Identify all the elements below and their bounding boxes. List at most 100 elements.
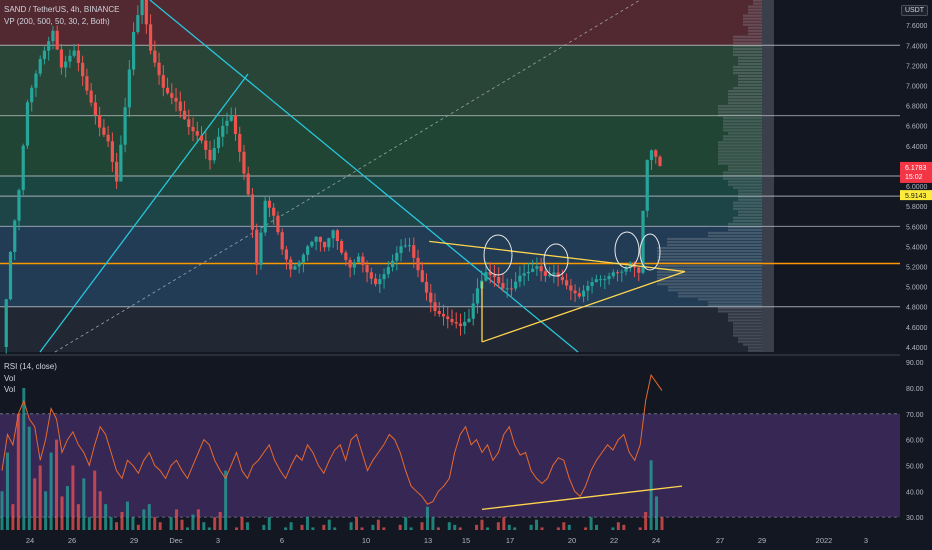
candle-body: [407, 245, 412, 247]
candle-body: [127, 69, 131, 108]
volume-bar: [60, 496, 64, 530]
last-price-value: 6.1783: [905, 165, 927, 172]
volume-bar: [376, 519, 380, 530]
candle-body: [42, 50, 47, 60]
volume-bar: [355, 517, 359, 530]
volume-bar: [235, 527, 239, 530]
candle-body: [509, 288, 514, 290]
candle-body: [4, 299, 8, 347]
candle-body: [607, 276, 611, 280]
candle-body: [552, 272, 556, 275]
volume-bar: [147, 504, 151, 530]
volume-profile-row: [738, 83, 762, 87]
candle-body: [208, 149, 212, 161]
volume-profile-row: [743, 23, 762, 26]
rsi-pane: [0, 354, 900, 518]
candle-body: [416, 257, 420, 271]
rsi-tick-label: 90.00: [906, 360, 924, 367]
rsi-indicator-label[interactable]: RSI (14, close): [4, 362, 57, 371]
volume-bar: [616, 522, 620, 530]
price-tick-label: 5.0000: [906, 285, 928, 292]
volume-profile-row: [708, 234, 762, 238]
volume-profile-row: [723, 123, 762, 126]
candle-body: [399, 246, 403, 253]
volume-profile-row: [718, 141, 762, 144]
volume-profile-row: [728, 132, 762, 135]
volume-profile-row: [738, 56, 762, 60]
candle-body: [8, 251, 13, 300]
candlestick-series: [4, 0, 662, 354]
price-tick-label: 6.4000: [906, 144, 928, 151]
price-tick-label: 6.8000: [906, 104, 928, 111]
volume-profile-row: [728, 313, 762, 316]
candle-body: [327, 238, 331, 248]
volume-bar: [44, 491, 48, 530]
price-tick-label: 4.6000: [906, 325, 928, 332]
volume-label-1[interactable]: Vol: [4, 374, 16, 383]
time-tick-label: 29: [130, 536, 138, 545]
volume-bar: [11, 504, 15, 530]
candle-body: [102, 127, 106, 135]
candle-body: [144, 0, 148, 25]
volume-bar: [622, 524, 626, 530]
candle-body: [25, 102, 30, 146]
value-area-band: [0, 306, 762, 352]
currency-button[interactable]: USDT: [900, 5, 928, 16]
candle-body: [658, 156, 662, 166]
candle-body: [93, 102, 97, 115]
volume-bar: [289, 522, 293, 530]
candle-body: [233, 115, 238, 135]
volume-bar: [98, 491, 102, 530]
candle-body: [64, 61, 68, 68]
annotation-circle: [483, 234, 513, 276]
candle-body: [263, 200, 267, 233]
candle-body: [649, 150, 654, 160]
volume-profile-row: [718, 144, 762, 147]
volume-profile-row: [733, 331, 762, 334]
price-tick-label: 6.0000: [906, 184, 928, 191]
volume-profile-row: [738, 80, 762, 84]
volume-profile-row: [728, 90, 762, 93]
volume-profile-row: [657, 249, 762, 253]
volume-profile-row: [668, 286, 762, 289]
volume-profile-row: [733, 65, 762, 69]
candle-body: [556, 272, 560, 277]
candle-body: [382, 274, 386, 280]
volume-label-2[interactable]: Vol: [4, 385, 16, 394]
candle-body: [645, 159, 649, 211]
candle-body: [153, 50, 157, 63]
volume-bar: [507, 524, 511, 530]
triangle-upper-line: [429, 240, 686, 273]
volume-profile-row: [748, 29, 762, 32]
volume-profile-row: [733, 87, 762, 90]
volume-bar: [158, 522, 162, 530]
vp-indicator-label[interactable]: VP (200, 500, 50, 30, 2, Both): [4, 17, 110, 26]
candle-body: [246, 173, 250, 195]
volume-profile-row: [733, 201, 762, 204]
candle-body: [335, 230, 339, 242]
volume-profile-row: [753, 0, 762, 2]
candle-body: [581, 290, 586, 297]
volume-profile-row: [708, 231, 762, 235]
volume-profile-row: [657, 280, 762, 283]
volume-bar: [49, 452, 53, 530]
candle-body: [624, 267, 628, 272]
volume-bar: [218, 511, 222, 530]
volume-profile-row: [738, 74, 762, 78]
volume-bar: [540, 527, 544, 530]
candle-body: [13, 220, 17, 252]
volume-profile-row: [733, 328, 762, 331]
volume-bar: [649, 460, 653, 530]
candle-body: [369, 272, 373, 279]
volume-profile-row: [743, 20, 762, 23]
volume-profile-row: [718, 108, 762, 111]
volume-profile-row: [748, 11, 762, 14]
candle-body: [637, 267, 641, 273]
volume-bar: [322, 524, 326, 530]
price-tick-label: 7.4000: [906, 43, 928, 50]
volume-profile-row: [738, 213, 762, 216]
volume-profile-row: [733, 41, 762, 44]
candle-body: [221, 125, 225, 137]
